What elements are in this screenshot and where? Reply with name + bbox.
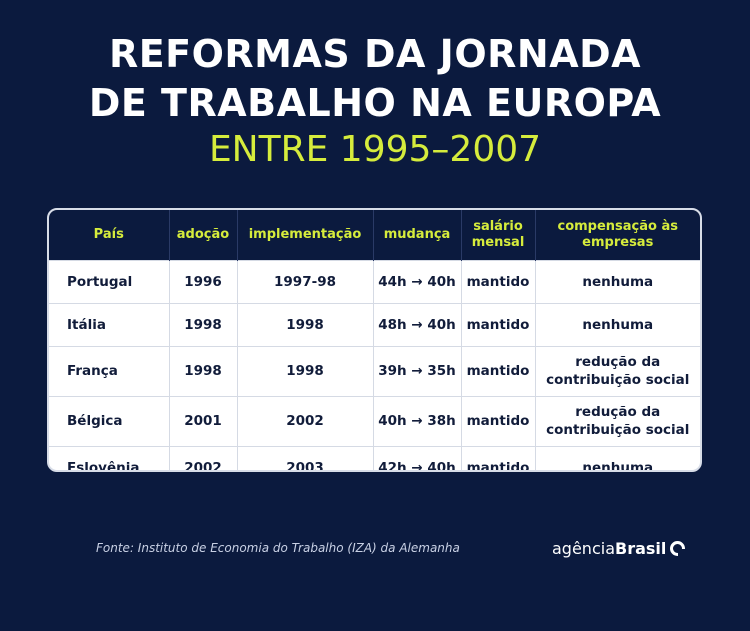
cell-implementation: 2003 xyxy=(236,445,373,470)
cell-country: Portugal xyxy=(49,259,169,303)
table-row: Itália 1998 1998 48h → 40h mantido nenhu… xyxy=(49,302,700,346)
cell-change: 44h → 40h xyxy=(372,259,461,303)
cell-compensation: nenhuma xyxy=(534,302,700,346)
cell-compensation: redução da contribuição social xyxy=(534,345,700,396)
header-mudanca: mudança xyxy=(372,210,461,260)
table-row: Eslovênia 2002 2003 42h → 40h mantido ne… xyxy=(49,445,700,470)
source-note: Fonte: Instituto de Economia do Trabalho… xyxy=(96,541,460,555)
cell-adoption: 2002 xyxy=(168,445,237,470)
logo-text-bold: Brasil xyxy=(615,538,667,558)
table-header-row: País adoção implementação mudança salári… xyxy=(49,210,700,260)
subtitle: ENTRE 1995–2007 xyxy=(208,129,542,170)
cell-adoption: 1998 xyxy=(168,345,237,396)
cell-salary: mantido xyxy=(460,302,535,346)
title-line-1: REFORMAS DA JORNADA xyxy=(108,32,642,76)
cell-adoption: 2001 xyxy=(168,395,237,446)
title-line-2: DE TRABALHO NA EUROPA xyxy=(88,81,662,125)
cell-change: 48h → 40h xyxy=(372,302,461,346)
cell-implementation: 1998 xyxy=(236,302,373,346)
cell-compensation: redução da contribuição social xyxy=(534,395,700,446)
header-salario: salário mensal xyxy=(460,210,535,260)
cell-change: 42h → 40h xyxy=(372,445,461,470)
header-compensacao: compensação às empresas xyxy=(534,210,700,260)
table-row: Portugal 1996 1997-98 44h → 40h mantido … xyxy=(49,259,700,303)
logo-mark-icon xyxy=(670,540,686,556)
header-implementacao: implementação xyxy=(236,210,373,260)
table-row: Bélgica 2001 2002 40h → 38h mantido redu… xyxy=(49,395,700,446)
cell-implementation: 1998 xyxy=(236,345,373,396)
cell-country: Itália xyxy=(49,302,169,346)
cell-salary: mantido xyxy=(460,445,535,470)
logo-text-light: agência xyxy=(552,538,615,558)
header-pais: País xyxy=(93,226,124,242)
cell-implementation: 1997-98 xyxy=(236,259,373,303)
cell-country: Bélgica xyxy=(49,395,169,446)
cell-salary: mantido xyxy=(460,345,535,396)
agencia-brasil-logo: agência Brasil xyxy=(552,536,686,560)
cell-salary: mantido xyxy=(460,259,535,303)
table-row: França 1998 1998 39h → 35h mantido reduç… xyxy=(49,345,700,396)
cell-adoption: 1998 xyxy=(168,302,237,346)
cell-country: França xyxy=(49,345,169,396)
header-adocao: adoção xyxy=(168,210,237,260)
cell-implementation: 2002 xyxy=(236,395,373,446)
cell-change: 39h → 35h xyxy=(372,345,461,396)
cell-country: Eslovênia xyxy=(49,445,169,470)
cell-compensation: nenhuma xyxy=(534,259,700,303)
reforms-table: País adoção implementação mudança salári… xyxy=(47,208,702,472)
cell-change: 40h → 38h xyxy=(372,395,461,446)
cell-adoption: 1996 xyxy=(168,259,237,303)
cell-salary: mantido xyxy=(460,395,535,446)
cell-compensation: nenhuma xyxy=(534,445,700,470)
